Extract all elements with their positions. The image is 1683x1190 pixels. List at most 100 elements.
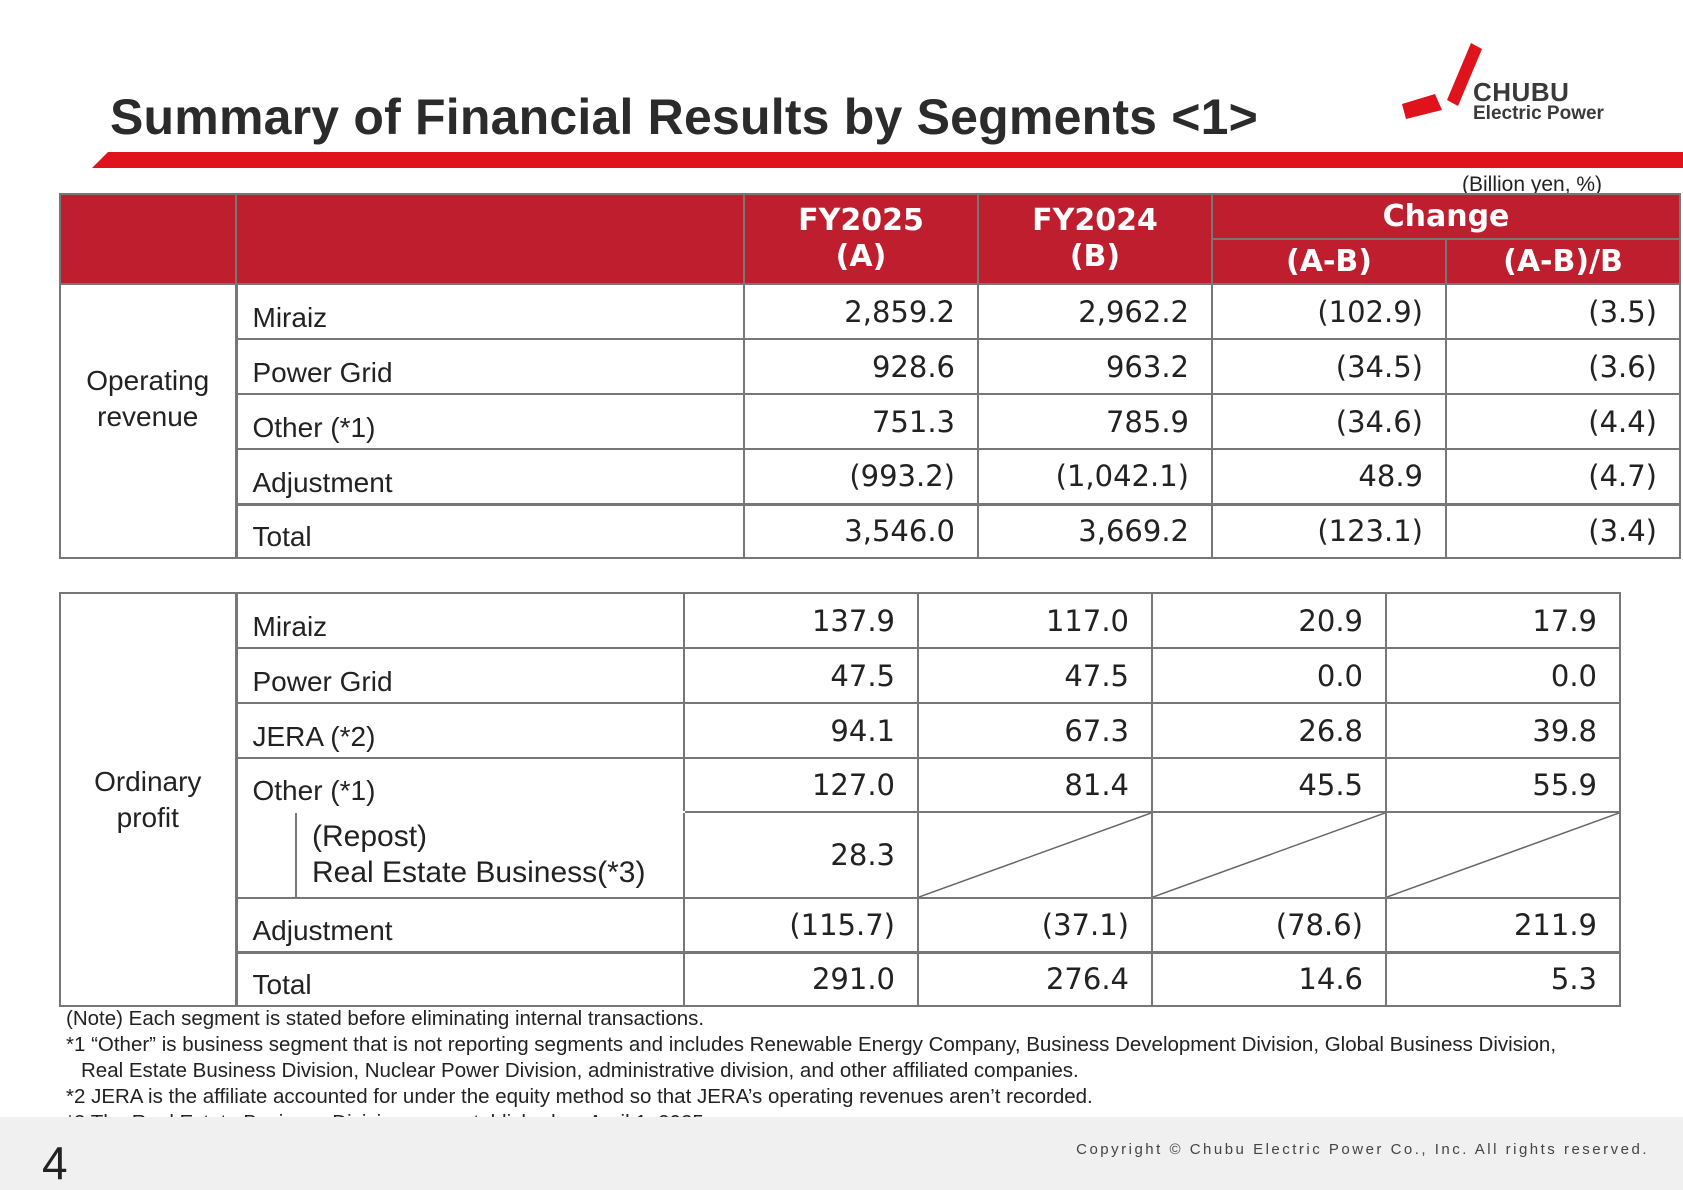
table-row-total: Total 291.0 276.4 14.6 5.3 bbox=[60, 950, 1621, 1007]
copyright: Copyright © Chubu Electric Power Co., In… bbox=[1076, 1141, 1649, 1158]
cell-diff: 48.9 bbox=[1211, 448, 1447, 505]
cell-fy2024: 3,669.2 bbox=[977, 502, 1213, 559]
cell-fy2025: 928.6 bbox=[743, 338, 979, 395]
cell-ratio: (3.5) bbox=[1445, 283, 1681, 340]
cell-ratio: 55.9 bbox=[1385, 757, 1621, 813]
header-fy2025: FY2025 (A) bbox=[743, 193, 979, 285]
cell-fy2025: 127.0 bbox=[683, 757, 919, 813]
cell-diff: (102.9) bbox=[1211, 283, 1447, 340]
cell-diff: 14.6 bbox=[1151, 950, 1387, 1007]
header-fy2024-label: FY2024 bbox=[1032, 203, 1158, 238]
cell-fy2025: 2,859.2 bbox=[743, 283, 979, 340]
note-general: (Note) Each segment is stated before eli… bbox=[66, 1007, 705, 1030]
ordinary-profit-table: Ordinary profit Miraiz 137.9 117.0 20.9 … bbox=[59, 592, 1621, 1007]
cell-ratio: (4.7) bbox=[1445, 448, 1681, 505]
cell-ratio: (4.4) bbox=[1445, 393, 1681, 450]
row-label: Adjustment bbox=[235, 448, 745, 505]
cell-fy2024: (1,042.1) bbox=[977, 448, 1213, 505]
row-label: Total bbox=[235, 502, 745, 559]
chubu-logo-icon bbox=[1402, 43, 1482, 119]
group-label-ordinary-profit: Ordinary profit bbox=[59, 592, 238, 1007]
table-row: Ordinary profit Miraiz 137.9 117.0 20.9 … bbox=[59, 592, 1621, 1007]
page-number: 4 bbox=[42, 1137, 68, 1189]
row-label: Power Grid bbox=[235, 338, 745, 395]
table-row: Adjustment (115.7) (37.1) (78.6) 211.9 bbox=[60, 897, 1621, 953]
cell-diff: (123.1) bbox=[1211, 502, 1447, 559]
table-row: Power Grid 928.6 963.2 (34.5) (3.6) bbox=[60, 338, 1681, 395]
table-row: Power Grid 47.5 47.5 0.0 0.0 bbox=[60, 647, 1621, 704]
cell-fy2024: 785.9 bbox=[977, 393, 1213, 450]
row-label: Other (*1) bbox=[235, 757, 685, 813]
cell-ratio: (3.4) bbox=[1445, 502, 1681, 559]
cell-fy2025: (993.2) bbox=[743, 448, 979, 505]
header-fy2024-sub: (B) bbox=[1069, 239, 1121, 274]
logo-text-chubu: CHUBU bbox=[1473, 77, 1570, 107]
cell-fy2025: 751.3 bbox=[743, 393, 979, 450]
note-1: *1 “Other” is business segment that is n… bbox=[66, 1033, 1557, 1056]
cell-fy2025: 137.9 bbox=[683, 592, 919, 649]
logo-text-electric-power: Electric Power bbox=[1473, 103, 1604, 124]
table-row: JERA (*2) 94.1 67.3 26.8 39.8 bbox=[60, 702, 1621, 759]
cell-fy2024: (37.1) bbox=[917, 897, 1153, 953]
cell-ratio: 5.3 bbox=[1385, 950, 1621, 1007]
note-2: *2 JERA is the affiliate accounted for u… bbox=[66, 1085, 1093, 1108]
group-label-operating-revenue: Operating revenue bbox=[59, 283, 238, 559]
repost-indent-spacer bbox=[235, 811, 297, 899]
unit-note: (Billion yen, %) bbox=[1462, 173, 1603, 196]
cell-fy2024: 963.2 bbox=[977, 338, 1213, 395]
repost-label-line1: (Repost) bbox=[312, 820, 428, 853]
cell-fy2025: 3,546.0 bbox=[743, 502, 979, 559]
repost-label: (Repost) Real Estate Business(*3) bbox=[295, 811, 685, 899]
cell-diff: (34.5) bbox=[1211, 338, 1447, 395]
cell-fy2024: 47.5 bbox=[917, 647, 1153, 704]
cell-fy2025: (115.7) bbox=[683, 897, 919, 953]
cell-fy2024: 2,962.2 bbox=[977, 283, 1213, 340]
header-ratio: (A-B)/B bbox=[1445, 238, 1681, 285]
group-label-line1: Operating bbox=[86, 365, 210, 396]
table-row-total: Total 3,546.0 3,669.2 (123.1) (3.4) bbox=[60, 502, 1681, 559]
footer-band bbox=[0, 1117, 1683, 1190]
row-label: Other (*1) bbox=[235, 393, 745, 450]
repost-label-line2: Real Estate Business(*3) bbox=[312, 856, 646, 889]
table-row: Adjustment (993.2) (1,042.1) 48.9 (4.7) bbox=[60, 448, 1681, 505]
diagonal-slash bbox=[1387, 813, 1619, 897]
cell-ratio: (3.6) bbox=[1445, 338, 1681, 395]
cell-fy2024: 67.3 bbox=[917, 702, 1153, 759]
title-underline-bar bbox=[92, 152, 1683, 168]
cell-diff: 0.0 bbox=[1151, 647, 1387, 704]
cell-ratio: 17.9 bbox=[1385, 592, 1621, 649]
cell-ratio: 211.9 bbox=[1385, 897, 1621, 953]
note-1-continued: Real Estate Business Division, Nuclear P… bbox=[81, 1059, 1079, 1082]
row-label: Total bbox=[235, 950, 685, 1007]
header-fy2025-sub: (A) bbox=[835, 239, 887, 274]
header-fy2024: FY2024 (B) bbox=[977, 193, 1213, 285]
header-fy2025-label: FY2025 bbox=[798, 203, 924, 238]
group-label-line2: profit bbox=[116, 802, 179, 833]
cell-fy2025: 28.3 bbox=[683, 811, 919, 899]
header-blank-2 bbox=[235, 193, 745, 285]
row-label: Power Grid bbox=[235, 647, 685, 704]
table-row-repost: (Repost) Real Estate Business(*3) 28.3 bbox=[60, 811, 1621, 899]
cell-diff: 45.5 bbox=[1151, 757, 1387, 813]
header-blank-1 bbox=[59, 193, 237, 285]
cell-fy2024: 117.0 bbox=[917, 592, 1153, 649]
cell-diff: 20.9 bbox=[1151, 592, 1387, 649]
cell-diff: 26.8 bbox=[1151, 702, 1387, 759]
table-row: Other (*1) 127.0 81.4 45.5 55.9 bbox=[60, 757, 1621, 813]
table-row: Operating revenue Miraiz 2,859.2 2,962.2… bbox=[59, 283, 1681, 559]
row-label: Miraiz bbox=[235, 592, 685, 649]
cell-fy2025: 47.5 bbox=[683, 647, 919, 704]
cell-fy2024-not-applicable bbox=[917, 811, 1153, 899]
cell-fy2025: 291.0 bbox=[683, 950, 919, 1007]
diagonal-slash bbox=[919, 813, 1151, 897]
diagonal-slash bbox=[1153, 813, 1385, 897]
cell-diff: (78.6) bbox=[1151, 897, 1387, 953]
group-label-line2: revenue bbox=[97, 401, 199, 432]
table-row: Other (*1) 751.3 785.9 (34.6) (4.4) bbox=[60, 393, 1681, 450]
group-label-line1: Ordinary bbox=[94, 766, 202, 797]
header-diff: (A-B) bbox=[1211, 238, 1447, 285]
cell-ratio: 39.8 bbox=[1385, 702, 1621, 759]
cell-diff: (34.6) bbox=[1211, 393, 1447, 450]
cell-ratio-not-applicable bbox=[1385, 811, 1621, 899]
page-title: Summary of Financial Results by Segments… bbox=[110, 89, 1259, 145]
